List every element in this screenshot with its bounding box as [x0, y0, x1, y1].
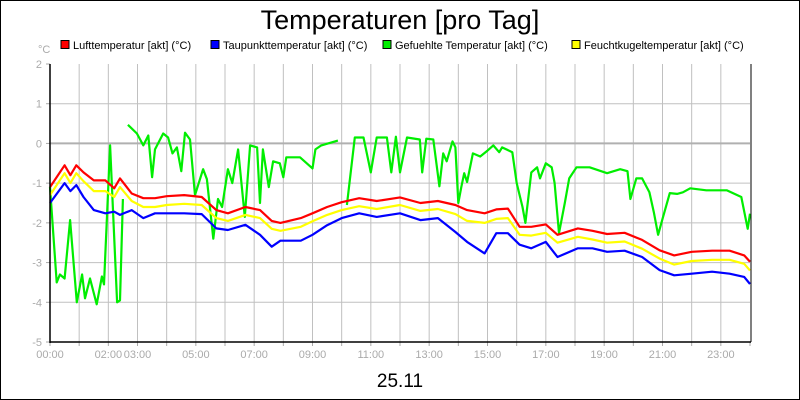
chart-title: Temperaturen [pro Tag]: [261, 5, 540, 35]
legend-swatch-3: [571, 40, 581, 49]
y-tick-label: -1: [32, 178, 42, 190]
y-tick-label: -3: [32, 258, 42, 270]
y-tick-label: 0: [36, 138, 42, 150]
legend: Lufttemperatur [akt] (°C) Taupunkttempera…: [60, 40, 744, 52]
legend-swatch-1: [210, 40, 220, 49]
legend-label-3: Feuchtkugeltemperatur [akt] (°C): [584, 40, 744, 52]
x-tick-label: 05:00: [182, 349, 210, 361]
x-tick-label: 02:00: [95, 349, 123, 361]
series-lines: [48, 124, 752, 306]
series-line-0: [49, 164, 751, 263]
x-tick-label: 17:00: [532, 349, 560, 361]
legend-label-0: Lufttemperatur [akt] (°C): [73, 40, 191, 52]
x-tick-label: 19:00: [590, 349, 618, 361]
axes: [49, 64, 752, 343]
legend-swatch-2: [382, 40, 392, 49]
axis-ticks: 2 1 0 -1 -2 -3 -4 -500:00 02:00 03:00 05:00 07:00 09…: [32, 59, 751, 361]
x-tick-label: 00:00: [36, 349, 64, 361]
series-line-3: [49, 172, 751, 272]
x-tick-label: 23:00: [707, 349, 735, 361]
y-tick-label: -2: [32, 218, 42, 230]
y-tick-label: -4: [32, 297, 42, 309]
legend-swatch-0: [60, 40, 70, 49]
y-tick-label: 1: [36, 99, 42, 111]
series-line-2: [48, 124, 752, 306]
x-tick-label: 11:00: [357, 349, 384, 361]
x-tick-label: 13:00: [415, 349, 443, 361]
x-tick-label: 03:00: [124, 349, 152, 361]
y-tick-label: 2: [36, 59, 42, 71]
y-axis-unit: °C: [38, 44, 50, 56]
x-tick-label: 09:00: [299, 349, 327, 361]
x-tick-label: 15:00: [474, 349, 502, 361]
x-tick-label: 21:00: [649, 349, 677, 361]
x-tick-label: 07:00: [240, 349, 268, 361]
x-axis-date-label: 25.11: [377, 371, 423, 392]
y-tick-label: -5: [32, 337, 42, 349]
legend-label-2: Gefuehlte Temperatur [akt] (°C): [395, 40, 548, 52]
grid: [50, 64, 750, 342]
legend-label-1: Taupunkttemperatur [akt] (°C): [223, 40, 367, 52]
series-line-1: [49, 182, 751, 285]
